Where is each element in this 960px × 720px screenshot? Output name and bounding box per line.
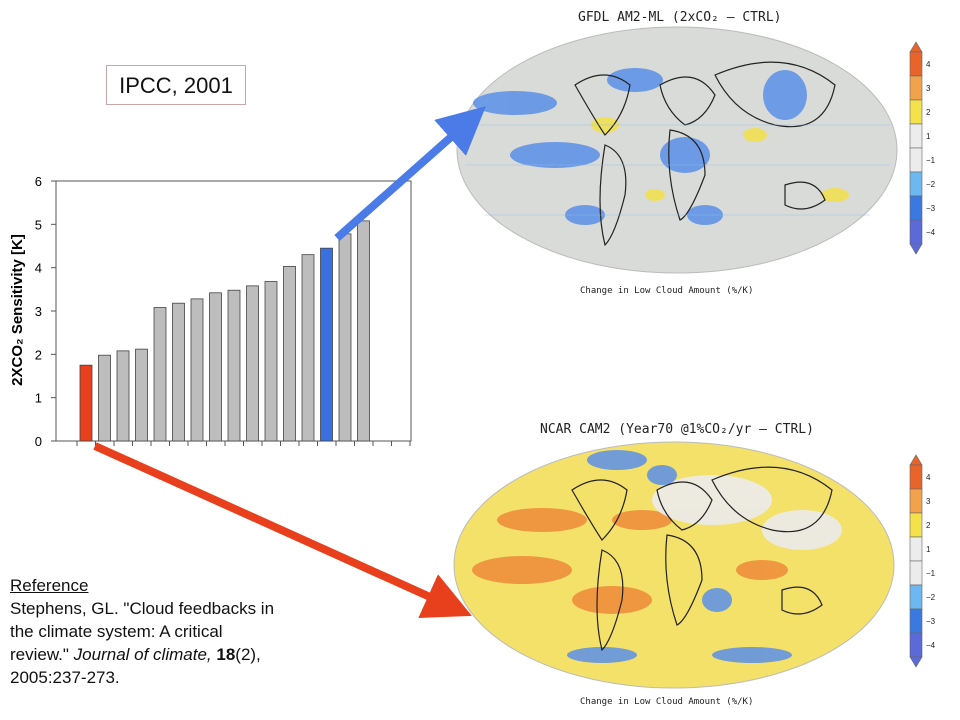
colorbar-label: −4 — [926, 641, 936, 650]
bar — [320, 247, 333, 442]
reference-heading: Reference — [10, 576, 89, 595]
colorbar-swatch — [909, 147, 923, 173]
x-axis-ticks — [76, 441, 411, 446]
map-2-title: NCAR CAM2 (Year70 @1%CO₂/yr – CTRL) — [540, 422, 814, 437]
bar — [246, 285, 259, 442]
colorbar-label: −1 — [926, 156, 936, 165]
reference-line-1: Stephens, GL. "Cloud feedbacks in — [10, 599, 275, 618]
colorbar-label: 1 — [926, 545, 931, 554]
colorbar-label: −3 — [926, 617, 936, 626]
colorbar-label: 3 — [926, 84, 931, 93]
colorbar-label: −1 — [926, 569, 936, 578]
reference-journal: Journal of climate, — [73, 645, 212, 664]
colorbar-swatch — [909, 560, 923, 586]
colorbar-swatch — [909, 536, 923, 562]
colorbar-swatch — [909, 632, 923, 658]
map-2-colorbar: 4 3 2 1 −1 −2 −3 −4 — [909, 454, 936, 668]
bar — [135, 348, 148, 442]
colorbar-label: −2 — [926, 180, 936, 189]
colorbar-swatch — [909, 488, 923, 514]
colorbar-top-cap — [909, 454, 923, 466]
reference-line-2: the climate system: A critical — [10, 622, 223, 641]
map-1-title: GFDL AM2-ML (2xCO₂ – CTRL) — [578, 10, 782, 25]
bar — [172, 302, 185, 442]
bar — [264, 281, 278, 442]
bar — [227, 289, 241, 442]
reference-review: review." — [10, 645, 74, 664]
colorbar-swatch — [909, 464, 923, 490]
colorbar-swatch — [909, 51, 923, 77]
y-tick-label: 4 — [35, 261, 42, 276]
colorbar-bottom-cap — [909, 243, 923, 255]
bar — [209, 292, 222, 442]
map-2-low-cloud-change — [453, 441, 895, 689]
map-2-subtitle: Change in Low Cloud Amount (%/K) — [580, 697, 754, 707]
y-tick-label: 6 — [35, 174, 42, 189]
bar — [153, 307, 167, 442]
colorbar-label: 2 — [926, 108, 931, 117]
colorbar-swatch — [909, 75, 923, 101]
source-label-box: IPCC, 2001 — [106, 65, 246, 105]
colorbar-swatch — [909, 512, 923, 538]
bar — [301, 254, 315, 442]
bar — [283, 265, 296, 442]
y-axis-label: 2XCO₂ Sensitivity [K] — [9, 234, 26, 386]
colorbar-label: −4 — [926, 228, 936, 237]
colorbar-swatch — [909, 195, 923, 221]
reference-block: Reference Stephens, GL. "Cloud feedbacks… — [10, 574, 360, 689]
colorbar-label: 4 — [926, 473, 931, 482]
colorbar-swatch — [909, 171, 923, 197]
colorbar-label: 1 — [926, 132, 931, 141]
colorbar-label: 3 — [926, 497, 931, 506]
colorbar-swatch — [909, 123, 923, 149]
bar — [357, 220, 370, 442]
reference-issue: (2), — [235, 645, 261, 664]
colorbar-swatch — [909, 608, 923, 634]
y-tick-label: 3 — [35, 304, 42, 319]
bars — [79, 220, 370, 442]
bar — [98, 354, 111, 442]
y-tick-label: 1 — [35, 391, 42, 406]
colorbar-bottom-cap — [909, 656, 923, 668]
colorbar-label: −3 — [926, 204, 936, 213]
bar — [338, 233, 352, 442]
colorbar-label: 4 — [926, 60, 931, 69]
reference-volume: 18 — [216, 645, 236, 664]
y-tick-label: 0 — [35, 434, 42, 449]
colorbar-label: 2 — [926, 521, 931, 530]
reference-line-3: review." Journal of climate, 18(2), — [10, 643, 360, 666]
colorbar-swatch — [909, 584, 923, 610]
colorbar-top-cap — [909, 41, 923, 53]
colorbar-label: −2 — [926, 593, 936, 602]
y-tick-label: 5 — [35, 217, 42, 232]
map-1-colorbar: 4 3 2 1 −1 −2 −3 −4 — [909, 41, 936, 255]
colorbar-swatch — [909, 219, 923, 245]
y-tick-label: 2 — [35, 347, 42, 362]
sensitivity-bar-chart: 2XCO₂ Sensitivity [K] 0 1 2 3 4 5 6 — [9, 174, 412, 449]
map-1-low-cloud-change — [456, 26, 898, 274]
bar — [79, 364, 93, 442]
reference-pages: 2005:237-273. — [10, 668, 120, 687]
colorbar-swatch — [909, 99, 923, 125]
map-1-subtitle: Change in Low Cloud Amount (%/K) — [580, 286, 754, 296]
bar — [190, 298, 204, 442]
y-axis-ticks: 0 1 2 3 4 5 6 — [35, 174, 56, 449]
bar — [116, 350, 130, 442]
